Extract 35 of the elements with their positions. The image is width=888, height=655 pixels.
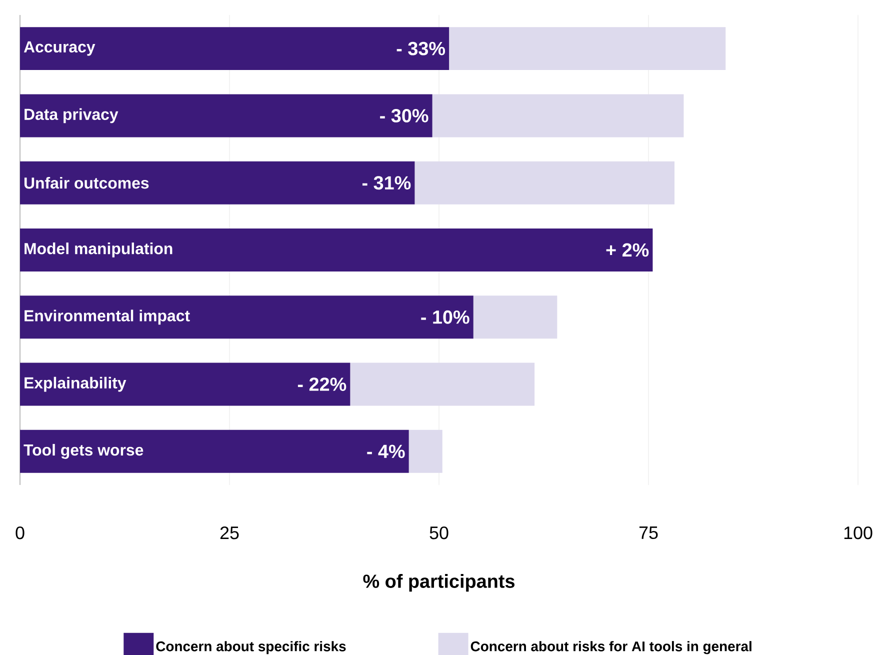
x-tick-label: 25 [220,526,239,540]
bar [20,27,450,70]
annotation: - 31% [362,176,411,190]
x-tick-label: 100 [844,526,872,540]
y-tick-label: Accuracy [24,41,96,56]
y-tick-label: Data privacy [24,108,118,124]
bar [20,362,350,406]
y-tick-label: Unfair outcomes [24,176,149,189]
x-tick-label: 50 [430,526,448,540]
x-tick-label: 0 [16,526,24,540]
bar [449,27,726,70]
bar [20,161,415,204]
y-tick-label: Environmental impact [24,310,190,325]
bar [20,94,432,138]
bar [414,161,674,204]
annotation: + 2% [606,243,649,257]
annotation: - 22% [298,378,346,391]
bar [432,94,684,138]
y-tick-label: Model manipulation [24,242,172,258]
y-tick-label: Tool gets worse [24,444,144,459]
bar [350,362,535,406]
legend-label: Concern about risks for AI tools in general [470,641,752,654]
bar [408,430,442,473]
annotation: - 10% [421,310,470,324]
annotation: - 4% [367,444,405,458]
y-tick-label: Explainability [24,376,126,392]
legend-label: Concern about specific risks [156,641,346,654]
bar [473,296,558,339]
annotation: - 33% [396,42,446,56]
x-axis-title: % of participants [363,574,514,592]
x-tick-label: 75 [639,526,658,540]
bar [20,228,653,272]
bar [20,430,409,473]
bar [20,296,474,339]
annotation: - 30% [380,108,428,122]
